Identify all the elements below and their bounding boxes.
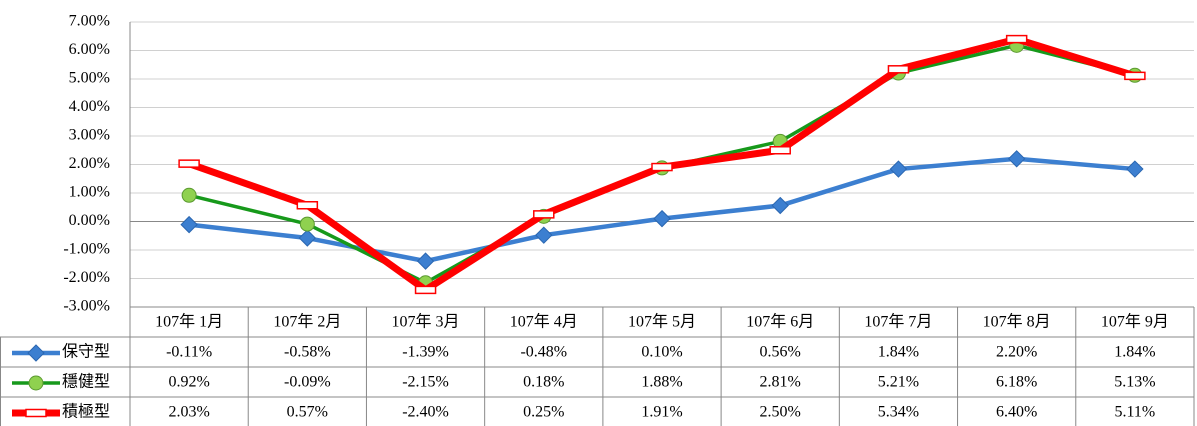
value-label: -0.48% (520, 344, 567, 361)
value-label: -0.09% (284, 374, 331, 391)
value-label: 0.10% (641, 344, 682, 361)
value-label: 0.25% (523, 404, 564, 421)
value-label: 2.50% (760, 404, 801, 421)
value-label: -2.15% (402, 374, 449, 391)
y-tick-label: 1.00% (69, 184, 110, 201)
value-label: 5.34% (878, 404, 919, 421)
value-label: 1.84% (1114, 344, 1155, 361)
x-tick-label: 107年 2月 (273, 313, 341, 331)
value-label: 5.11% (1115, 404, 1156, 421)
point (769, 146, 791, 155)
point (651, 162, 673, 172)
point (1124, 71, 1146, 81)
point (178, 159, 200, 168)
value-label: 6.18% (996, 374, 1037, 391)
point (416, 252, 435, 270)
value-label: 5.13% (1114, 374, 1155, 391)
value-label: 2.81% (760, 374, 801, 391)
point (1005, 34, 1028, 44)
point (653, 209, 671, 228)
point (296, 201, 319, 210)
value-label: 0.56% (760, 344, 801, 361)
y-tick-label: 4.00% (69, 98, 110, 115)
point (535, 226, 553, 244)
point (180, 215, 198, 234)
y-tick-label: 6.00% (69, 41, 110, 58)
point (28, 375, 44, 391)
y-tick-label: -2.00% (63, 269, 110, 286)
value-label: 6.40% (996, 404, 1037, 421)
point (1007, 150, 1026, 168)
x-tick-label: 107年 3月 (392, 313, 460, 331)
point (25, 408, 47, 418)
value-label: -0.11% (166, 344, 212, 361)
point (27, 344, 45, 362)
value-label: -1.39% (402, 344, 449, 361)
x-tick-label: 107年 1月 (155, 313, 223, 331)
value-label: 0.18% (523, 374, 564, 391)
y-tick-label: -1.00% (63, 241, 110, 258)
y-tick-label: 3.00% (69, 127, 110, 144)
x-tick-label: 107年 6月 (746, 313, 814, 331)
y-tick-label: 5.00% (69, 70, 110, 87)
value-label: 0.57% (287, 404, 328, 421)
value-label: 2.03% (168, 404, 209, 421)
point (887, 65, 910, 74)
point (298, 229, 317, 247)
y-tick-label: 7.00% (69, 13, 110, 30)
point (299, 216, 315, 232)
point (533, 210, 555, 219)
x-tick-label: 107年 5月 (628, 313, 696, 331)
value-label: 1.84% (878, 344, 919, 361)
value-label: 0.92% (168, 374, 209, 391)
value-label: 5.21% (878, 374, 919, 391)
y-tick-label: -3.00% (63, 298, 110, 315)
x-tick-label: 107年 4月 (510, 313, 578, 331)
series (180, 150, 1144, 270)
point (181, 187, 197, 203)
value-label: 1.91% (641, 404, 682, 421)
x-tick-label: 107年 7月 (864, 313, 932, 331)
x-tick-label: 107年 8月 (983, 313, 1051, 331)
value-label: 1.88% (641, 374, 682, 391)
point (771, 196, 789, 215)
legend-label: 保守型 (62, 343, 110, 361)
y-tick-label: 2.00% (69, 155, 110, 172)
value-label: -2.40% (402, 404, 449, 421)
x-tick-label: 107年 9月 (1101, 313, 1169, 331)
value-label: 2.20% (996, 344, 1037, 361)
point (889, 160, 908, 178)
series (178, 34, 1146, 295)
legend-label: 積極型 (62, 403, 110, 421)
point (414, 285, 437, 295)
y-tick-label: 0.00% (69, 212, 110, 229)
value-label: -0.58% (284, 344, 331, 361)
point (1126, 160, 1144, 178)
legend-label: 穩健型 (62, 373, 110, 391)
